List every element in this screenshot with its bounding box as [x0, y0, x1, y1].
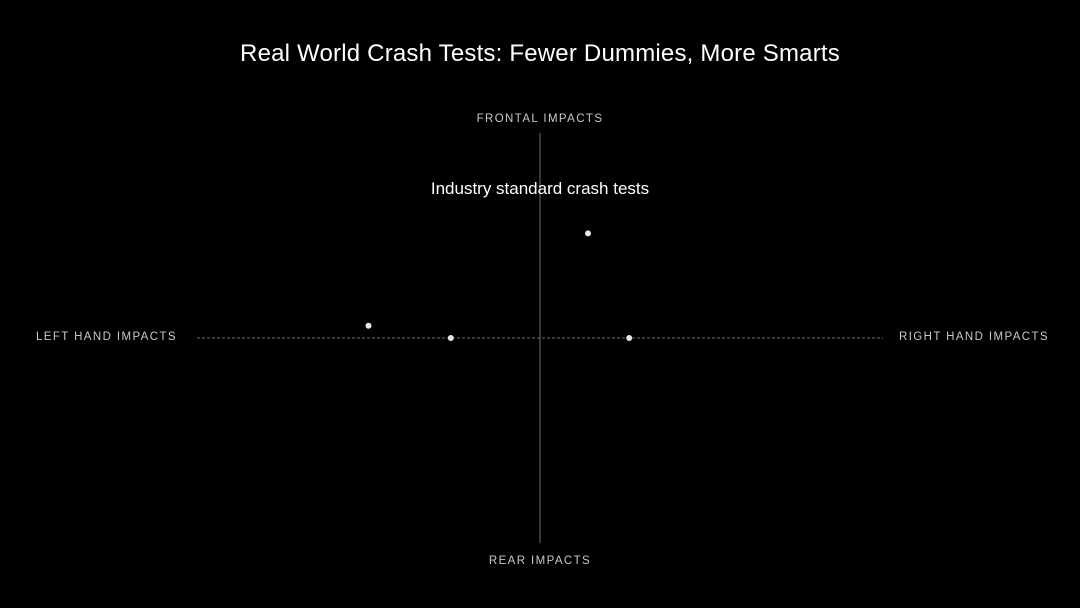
chart-title: Real World Crash Tests: Fewer Dummies, M… — [240, 40, 840, 67]
data-point-1 — [585, 230, 591, 237]
data-points — [365, 230, 633, 341]
data-point-3 — [447, 335, 454, 341]
axis-label-left-hand: LEFT HAND IMPACTS — [36, 331, 177, 343]
data-point-4 — [626, 335, 633, 341]
data-point-2 — [365, 322, 372, 329]
annotation-industry-standard: Industry standard crash tests — [430, 179, 650, 198]
axis-label-right-hand: RIGHT HAND IMPACTS — [898, 331, 1049, 343]
axis-label-frontal: FRONTAL IMPACTS — [476, 113, 604, 125]
axis-label-rear: REAR IMPACTS — [488, 555, 592, 567]
